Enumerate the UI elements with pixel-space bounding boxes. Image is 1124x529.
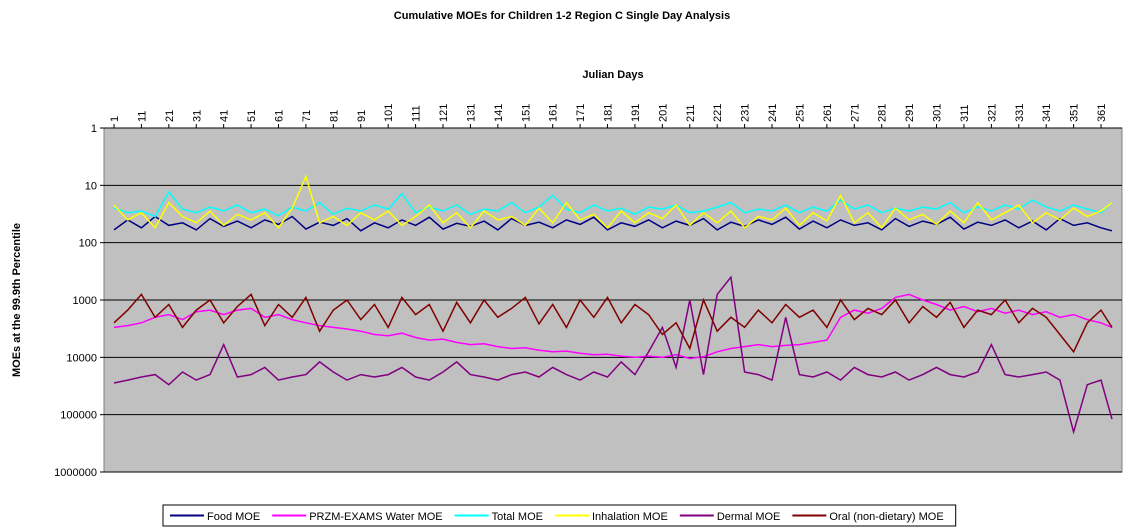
x-tick-label: 251 [794,104,806,122]
x-tick-label: 21 [164,110,176,122]
x-tick-label: 361 [1096,104,1108,122]
x-tick-label: 261 [822,104,834,122]
x-tick-label: 241 [767,104,779,122]
x-tick-label: 121 [438,104,450,122]
x-tick-label: 271 [849,104,861,122]
x-tick-label: 231 [740,104,752,122]
x-tick-label: 131 [465,104,477,122]
x-tick-label: 221 [712,104,724,122]
chart-title: Cumulative MOEs for Children 1-2 Region … [394,10,730,22]
x-tick-label: 281 [877,104,889,122]
x-tick-label: 81 [328,110,340,122]
x-tick-label: 141 [493,104,505,122]
x-tick-label: 91 [356,110,368,122]
x-tick-label: 111 [411,105,423,122]
legend-label: Oral (non-dietary) MOE [829,511,943,523]
series-line [113,293,1113,354]
x-tick-label: 331 [1014,104,1026,122]
x-tick-label: 31 [191,110,203,122]
x-tick-label: 11 [136,111,148,122]
legend-label: Inhalation MOE [592,511,668,523]
x-tick-label: 291 [904,104,916,122]
legend-label: PRZM-EXAMS Water MOE [309,511,442,523]
y-tick-label: 100000 [60,410,97,422]
x-tick-label: 181 [603,104,615,122]
x-tick-label: 211 [685,104,697,122]
x-tick-label: 61 [274,110,286,122]
series-line [113,190,1113,218]
y-axis-title: MOEs at the 99.9th Percentile [11,223,23,377]
series-line [113,215,1113,232]
x-tick-label: 71 [301,110,313,122]
x-tick-label: 151 [520,104,532,122]
x-tick-label: 201 [657,104,669,122]
x-axis-title: Julian Days [582,69,643,81]
series-line [113,174,1113,230]
y-tick-label: 1000000 [54,467,97,479]
x-tick-label: 51 [246,110,258,122]
series-line [113,275,1113,435]
legend-label: Dermal MOE [717,511,781,523]
series-line [113,293,1113,360]
x-tick-label: 351 [1069,104,1081,122]
y-tick-label: 1 [91,123,97,135]
x-tick-label: 191 [630,104,642,122]
x-tick-label: 1 [109,116,121,122]
x-tick-label: 171 [575,104,587,122]
x-tick-label: 161 [548,104,560,122]
x-tick-label: 301 [932,104,944,122]
x-tick-label: 41 [219,110,231,122]
legend-label: Food MOE [207,511,260,523]
x-tick-label: 341 [1041,104,1053,122]
x-tick-label: 101 [383,104,395,122]
y-tick-label: 10 [85,180,97,192]
y-tick-label: 1000 [73,295,97,307]
legend-label: Total MOE [492,511,543,523]
x-tick-label: 311 [959,104,971,122]
x-tick-label: 321 [986,104,998,122]
y-tick-label: 100 [79,238,97,250]
y-tick-label: 10000 [66,352,97,364]
